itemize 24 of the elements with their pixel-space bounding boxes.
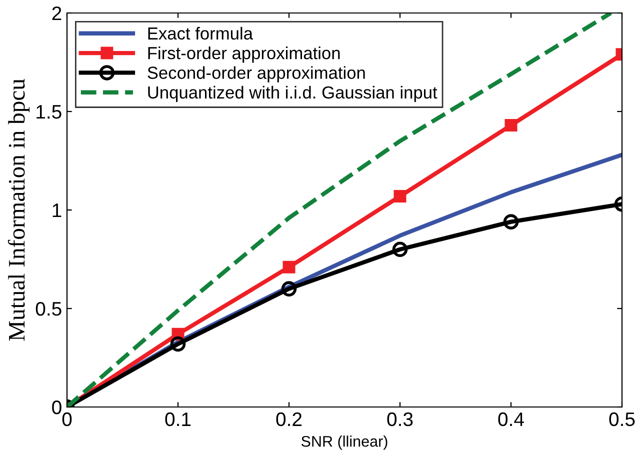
point xyxy=(282,260,296,274)
x-axis-title: SNR (llinear) xyxy=(301,436,388,450)
point xyxy=(392,242,408,258)
y-tick-label: 1 xyxy=(52,204,62,218)
legend-label: Second-order approximation xyxy=(148,66,365,82)
y-tick-label: 0.5 xyxy=(36,302,62,316)
x-tick-label: 0.5 xyxy=(609,412,635,426)
legend-label: Exact formula xyxy=(148,26,253,40)
y-tick-label: 0 xyxy=(52,400,62,414)
y-axis-title: Mutual Information in bpcu xyxy=(8,78,30,341)
point xyxy=(504,119,518,132)
x-tick-label: 0.4 xyxy=(498,412,524,426)
x-tick-label: 0.2 xyxy=(276,412,302,426)
y-tick-label: 1.5 xyxy=(36,105,62,119)
x-tick-label: 0 xyxy=(62,412,72,426)
point xyxy=(394,190,406,202)
legend-label: Unquantized with i.i.d. Gaussian input xyxy=(148,86,438,102)
legend-label: First-order approximation xyxy=(148,46,340,63)
x-tick-label: 0.1 xyxy=(165,412,191,426)
x-tick-label: 0.3 xyxy=(387,412,413,426)
y-tick-label: 2 xyxy=(52,6,62,20)
point xyxy=(281,281,297,296)
point xyxy=(503,214,519,230)
point xyxy=(170,336,186,352)
